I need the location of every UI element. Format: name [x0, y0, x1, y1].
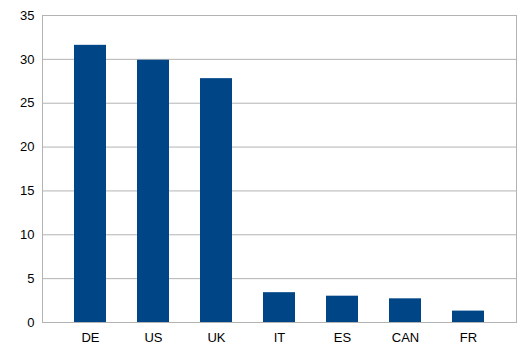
svg-text:5: 5: [27, 271, 34, 286]
svg-text:30: 30: [20, 52, 34, 67]
svg-text:0: 0: [27, 315, 34, 330]
svg-text:25: 25: [20, 95, 34, 110]
svg-text:15: 15: [20, 183, 34, 198]
svg-text:DE: DE: [81, 330, 99, 345]
svg-text:US: US: [144, 330, 162, 345]
svg-text:ES: ES: [334, 330, 352, 345]
svg-text:35: 35: [20, 8, 34, 23]
svg-text:FR: FR: [460, 330, 477, 345]
svg-text:UK: UK: [207, 330, 225, 345]
svg-text:20: 20: [20, 139, 34, 154]
svg-text:CAN: CAN: [392, 330, 419, 345]
svg-text:IT: IT: [274, 330, 286, 345]
svg-text:10: 10: [20, 227, 34, 242]
